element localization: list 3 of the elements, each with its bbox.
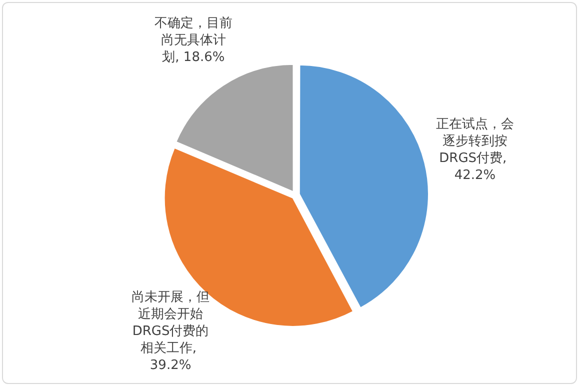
slice-label: 不确定，目前尚无具体计划, 18.6% bbox=[154, 16, 232, 66]
slice-label: 尚未开展，但近期会开始DRGS付费的相关工作, 39.2% bbox=[132, 290, 210, 373]
slice-label: 正在试点，会逐步转到按DRGS付费, 42.2% bbox=[436, 116, 514, 183]
